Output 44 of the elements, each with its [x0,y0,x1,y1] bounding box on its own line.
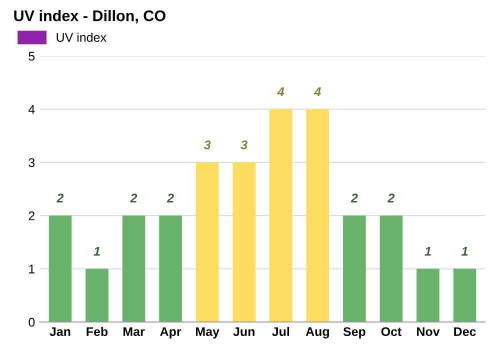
x-tick-label: Apr [160,327,182,339]
y-tick-label: 4 [28,105,35,114]
x-tick-label: May [196,327,220,339]
data-label: 1 [94,246,100,256]
x-tick-label: Jun [233,327,254,336]
bar [232,162,256,322]
data-label: 2 [56,194,64,202]
bar [416,268,440,322]
bar [159,216,182,322]
x-tick-label: Sep [343,327,366,339]
data-label: 4 [314,87,321,96]
y-tick-label: 2 [28,211,35,220]
x-tick-label: Dec [454,327,476,336]
bar [196,162,219,322]
x-tick-label: Aug [306,327,329,339]
data-label: 1 [424,246,431,256]
bar [453,268,476,322]
data-label: 3 [240,140,248,150]
x-tick-label: Nov [417,327,440,336]
data-label: 2 [166,194,174,202]
x-tick-label: Oct [381,327,402,336]
y-tick-label: 5 [28,52,35,61]
data-label: 2 [388,194,395,202]
data-label: 3 [204,140,211,150]
text: UV index [56,32,106,42]
y-tick-label: 0 [28,318,35,327]
bar [86,268,108,322]
x-tick-label: Jan [50,327,70,336]
data-label: 1 [462,246,468,256]
bar [343,216,366,322]
x-tick-label: Jul [272,326,290,336]
bar [269,109,292,322]
data-label: 4 [277,87,284,96]
bar [380,216,403,322]
x-tick-label: Feb [86,326,108,336]
x-tick-label: Mar [124,327,145,336]
data-label: 2 [130,194,138,202]
y-tick-label: 3 [28,158,35,168]
chart-title: UV index - Dillon, CO [14,10,166,24]
bar [306,109,330,322]
bar [122,216,146,322]
data-label: 2 [350,194,358,202]
bar [48,216,72,322]
y-tick-label: 1 [29,264,35,274]
